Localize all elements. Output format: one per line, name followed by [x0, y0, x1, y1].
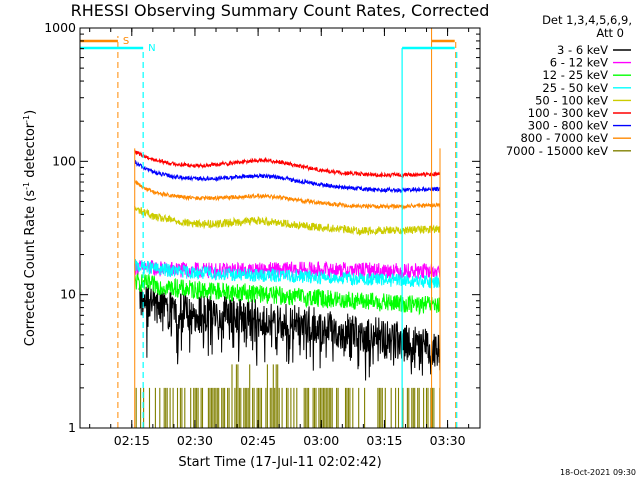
legend-entry-25-50-keV-label: 25 - 50 keV: [542, 81, 608, 95]
x-tick-label: 02:45: [240, 433, 276, 448]
legend-entry-12-25-keV-label: 12 - 25 keV: [542, 68, 608, 82]
x-tick-label: 02:30: [177, 433, 213, 448]
axes: 02:15 02:30 02:45 03:00 03:15 03:30 1 10 100 1000: [44, 20, 480, 448]
x-tick-label: 02:15: [114, 433, 150, 448]
legend-entry-6-12-keV-label: 6 - 12 keV: [550, 56, 608, 70]
y-tick-label: 10: [60, 287, 76, 302]
y-tick-label: 100: [52, 153, 76, 168]
chart-title: RHESSI Observing Summary Count Rates, Co…: [71, 1, 490, 20]
night-label: N: [148, 43, 155, 54]
series-100-300-keV-trace: [134, 150, 441, 179]
annotation-lines: SN: [80, 28, 458, 428]
legend-entry-3-6-keV-label: 3 - 6 keV: [557, 43, 608, 57]
legend-entry-800-7000-keV-label: 800 - 7000 keV: [520, 131, 608, 145]
legend-entry-7000-15000-keV-label: 7000 - 15000 keV: [506, 144, 608, 158]
legend-entry-100-300-keV-label: 100 - 300 keV: [528, 106, 608, 120]
series-300-800-keV-trace: [134, 159, 441, 194]
series-3-6-keV-trace: [138, 284, 441, 381]
generation-timestamp: 18-Oct-2021 09:30: [560, 468, 636, 477]
series-800-7000-keV-trace: [134, 179, 441, 211]
y-tick-label: 1: [68, 420, 76, 435]
legend-entry-300-800-keV-label: 300 - 800 keV: [528, 119, 608, 133]
y-tick-label: 1000: [44, 20, 76, 35]
x-axis-label: Start Time (17-Jul-11 02:02:42): [178, 455, 381, 470]
series-12-25-keV-trace: [134, 271, 441, 316]
x-tick-label: 03:00: [303, 433, 339, 448]
legend-header-line-2: Att 0: [596, 26, 624, 40]
legend-header-line-1: Det 1,3,4,5,6,9,: [542, 13, 632, 27]
series-7000-15000-keV-trace-bars: [135, 364, 441, 428]
plot-frame: [79, 27, 481, 429]
x-tick-label: 03:30: [430, 433, 466, 448]
series-50-100-keV-trace: [134, 205, 441, 237]
saa-label: S: [123, 36, 129, 47]
y-axis-label: Corrected Count Rate (s-1 detector-1): [22, 110, 38, 346]
x-tick-label: 03:15: [366, 433, 402, 448]
series-25-50-keV-trace: [134, 259, 441, 289]
series-7000-15000-keV-trace: [135, 364, 441, 428]
data-traces: [134, 150, 441, 428]
legend-entry-50-100-keV-label: 50 - 100 keV: [535, 93, 608, 107]
series-6-12-keV-trace: [134, 259, 441, 280]
